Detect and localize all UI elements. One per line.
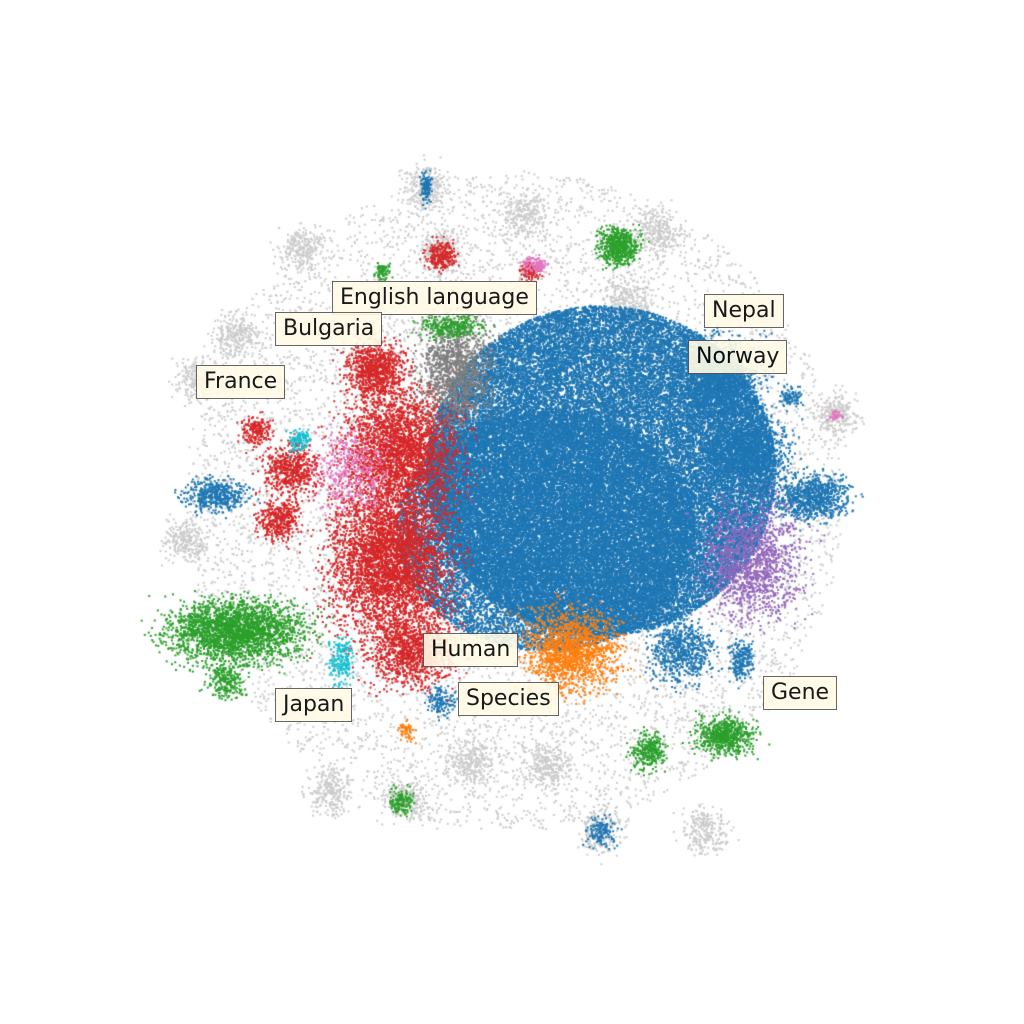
annotation-bulgaria: Bulgaria — [275, 312, 383, 346]
annotation-english-language: English language — [332, 281, 537, 315]
annotation-norway: Norway — [688, 340, 788, 374]
annotation-human: Human — [423, 633, 519, 667]
annotation-japan: Japan — [275, 688, 353, 722]
annotation-nepal: Nepal — [704, 294, 784, 328]
annotation-france: France — [196, 365, 286, 399]
annotation-gene: Gene — [763, 676, 838, 710]
annotation-species: Species — [458, 682, 559, 716]
